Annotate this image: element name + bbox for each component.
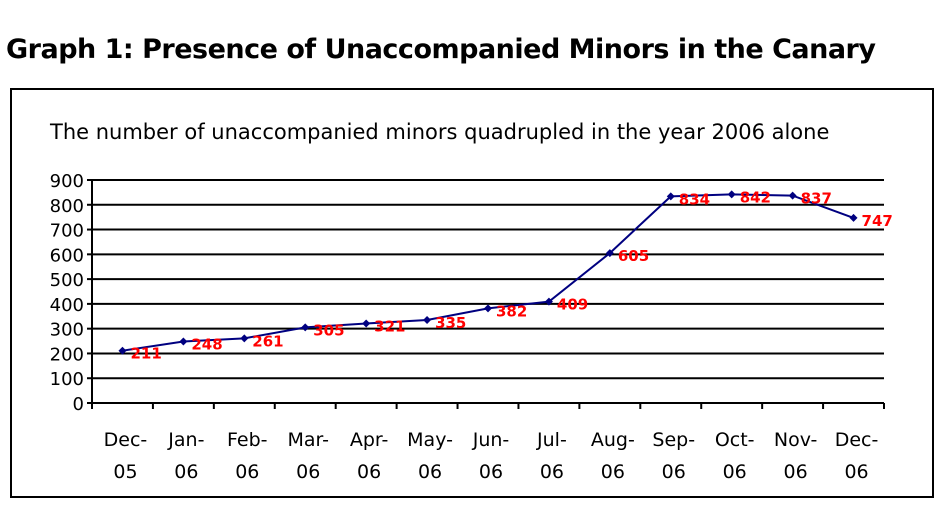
- data-point: [484, 304, 492, 313]
- data-point: [362, 319, 371, 328]
- data-point: [788, 191, 797, 200]
- x-tick-label: Oct- 06: [714, 429, 755, 483]
- data-label: 211: [130, 345, 161, 363]
- x-tick-label: Nov- 06: [773, 429, 818, 483]
- data-label: 261: [252, 332, 283, 350]
- x-tick-label: Mar- 06: [287, 429, 329, 483]
- data-point: [423, 315, 432, 324]
- data-point: [727, 190, 736, 199]
- data-label: 409: [557, 296, 588, 314]
- x-tick-label: Apr- 06: [349, 429, 389, 483]
- data-point: [605, 249, 614, 258]
- y-tick-label: 0: [73, 394, 84, 415]
- x-tick-label: Jan- 06: [168, 429, 205, 483]
- y-tick-label: 400: [50, 295, 84, 316]
- y-tick-label: 200: [50, 344, 84, 365]
- x-tick-label: Jun- 06: [472, 429, 510, 483]
- data-point: [240, 334, 249, 343]
- y-tick-label: 300: [50, 320, 84, 341]
- data-label: 382: [496, 302, 527, 320]
- y-tick-label: 900: [50, 171, 84, 192]
- data-label: 834: [679, 190, 710, 208]
- data-point: [849, 213, 858, 222]
- y-tick-label: 700: [50, 221, 84, 242]
- data-label: 837: [801, 190, 832, 208]
- data-label: 335: [435, 314, 466, 332]
- data-point: [179, 337, 188, 346]
- y-tick-label: 500: [50, 270, 84, 291]
- x-tick-label: Dec- 05: [103, 429, 148, 483]
- x-tick-label: Feb- 06: [227, 429, 268, 483]
- data-point: [544, 297, 553, 306]
- y-tick-label: 800: [50, 196, 84, 217]
- chart-subtitle: The number of unaccompanied minors quadr…: [50, 120, 830, 144]
- x-tick-label: Aug- 06: [590, 429, 635, 483]
- data-line: [122, 193, 854, 352]
- data-label: 747: [862, 212, 893, 230]
- data-point: [666, 192, 675, 201]
- data-point: [301, 323, 310, 332]
- x-tick-label: Jul- 06: [537, 429, 567, 483]
- data-label: 321: [374, 317, 405, 335]
- chart-title: Graph 1: Presence of Unaccompanied Minor…: [6, 34, 876, 65]
- data-label: 605: [618, 247, 649, 265]
- x-tick-label: Dec- 06: [834, 429, 879, 483]
- data-point: [118, 346, 127, 355]
- data-label: 248: [191, 336, 222, 354]
- chart-frame: [10, 88, 934, 498]
- x-tick-label: May- 06: [407, 429, 453, 483]
- y-tick-label: 600: [50, 245, 84, 266]
- data-label: 305: [313, 321, 344, 339]
- data-label: 842: [740, 188, 771, 206]
- y-tick-label: 100: [50, 369, 84, 390]
- x-tick-label: Sep- 06: [652, 429, 696, 483]
